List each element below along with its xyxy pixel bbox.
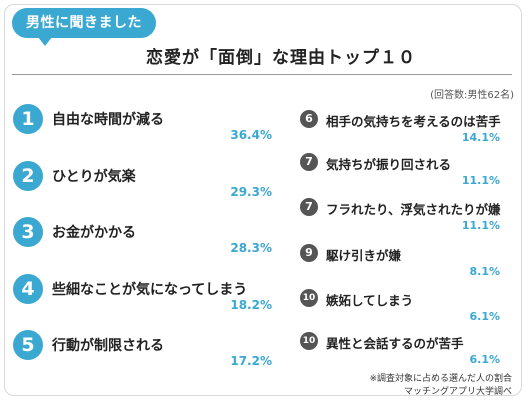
percent-value: 17.2% [230,354,272,368]
reason-label: 行動が制限される [52,338,164,354]
percent-value: 6.1% [469,310,500,323]
header-badge: 男性に聞きました [12,8,156,46]
footnote-share: ※調査対象に占める選んだ人の割合 [369,374,512,384]
footnote-source: マッチングアプリ大学調べ [403,387,512,397]
rank-badge: 6 [300,110,318,128]
reason-label: 相手の気持ちを考えるのは苦手 [326,114,501,129]
respondent-count: (回答数:男性62名) [430,90,514,101]
reason-label: 嫉妬してしまう [326,293,414,308]
rank-badge: 3 [13,217,43,247]
rank-badge: 10 [300,289,318,307]
title-divider [12,74,512,75]
percent-value: 29.3% [230,185,272,199]
rank-badge: 4 [13,274,43,304]
rank-badge: 10 [300,332,318,350]
percent-value: 28.3% [230,241,272,255]
percent-value: 8.1% [469,265,500,278]
percent-value: 14.1% [461,131,500,144]
rank-badge: 7 [300,153,318,171]
rank-badge: 1 [13,104,43,134]
rank-badge: 9 [300,244,318,262]
reason-label: 些細なことが気になってしまう [52,282,248,298]
percent-value: 18.2% [230,298,272,312]
reason-label: フラれたり、浮気されたりが嫌 [326,202,501,217]
rank-badge: 2 [13,161,43,191]
chart-title: 恋愛が「面倒」な理由トップ１０ [146,48,416,68]
rank-badge: 7 [300,198,318,216]
reason-label: 気持ちが振り回される [326,157,452,172]
rank-badge: 5 [13,330,43,360]
percent-value: 11.1% [461,219,500,232]
percent-value: 11.1% [461,174,500,187]
reason-label: 自由な時間が減る [52,112,164,128]
reason-label: 異性と会話するのが苦手 [326,336,464,351]
percent-value: 36.4% [230,128,272,142]
reason-label: 駆け引きが嫌 [326,248,402,263]
card-frame [4,4,522,396]
reason-label: ひとりが気楽 [52,169,136,185]
reason-label: お金がかかる [52,225,136,241]
percent-value: 6.1% [469,353,500,366]
